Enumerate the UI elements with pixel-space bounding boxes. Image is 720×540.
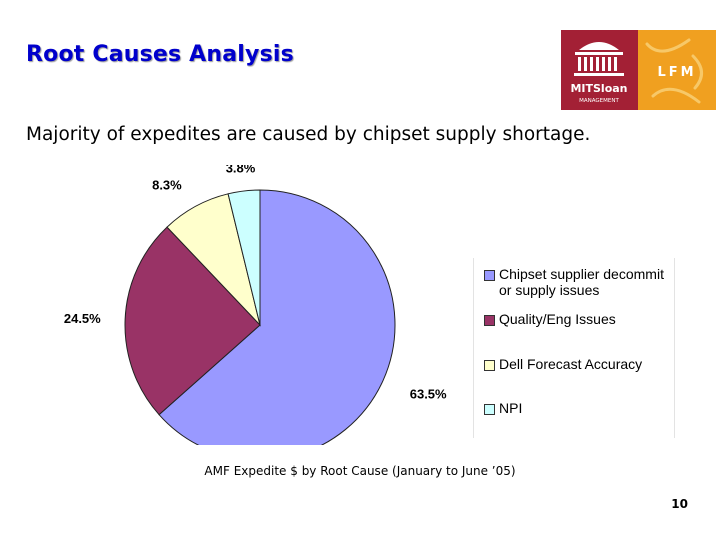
legend-swatch-dell-forecast: [484, 360, 495, 371]
legend-label-npi: NPI: [499, 400, 523, 416]
page-number: 10: [671, 497, 688, 511]
data-label-dell-forecast: 8.3%: [152, 177, 182, 192]
legend-label-chipset-line-2: or supply issues: [499, 282, 600, 298]
pie-slices: [124, 189, 396, 461]
data-label-chipset: 63.5%: [410, 387, 447, 402]
pie-slice-quality: [124, 226, 261, 416]
dome-icon: [574, 42, 624, 76]
chart-legend: Chipset supplier decommit or supply issu…: [473, 258, 675, 438]
logo-management-text: MANAGEMENT: [579, 98, 619, 104]
legend-item-quality: Quality/Eng Issues: [484, 311, 679, 327]
legend-item-dell-forecast: Dell Forecast Accuracy: [484, 356, 679, 372]
logo-mit-text: MITSloan: [570, 82, 627, 95]
pie-data-labels: 63.5% 24.5% 8.3% 3.8%: [64, 161, 447, 402]
logo-lfm-text: LFM: [657, 65, 696, 80]
legend-item-chipset: Chipset supplier decommit or supply issu…: [484, 266, 679, 298]
data-label-quality: 24.5%: [64, 311, 101, 326]
legend-swatch-chipset: [484, 270, 495, 281]
logo-orange-panel: [638, 30, 716, 110]
legend-label-quality: Quality/Eng Issues: [499, 311, 616, 327]
legend-label-dell-forecast: Dell Forecast Accuracy: [499, 356, 643, 372]
pie-chart: 63.5% 24.5% 8.3% 3.8%: [60, 161, 680, 461]
mit-sloan-lfm-logo: MITSloan MANAGEMENT LFM: [561, 30, 716, 110]
legend-swatch-quality: [484, 315, 495, 326]
legend-swatch-npi: [484, 404, 495, 415]
pie-slice-npi: [227, 189, 261, 326]
slide-title: Root Causes Analysis: [26, 42, 294, 67]
legend-item-npi: NPI: [484, 400, 679, 416]
chart-caption: AMF Expedite $ by Root Cause (January to…: [204, 464, 516, 478]
legend-label-chipset: Chipset supplier decommit or supply issu…: [499, 266, 679, 298]
data-label-npi: 3.8%: [226, 165, 256, 176]
swirl-icon: [645, 38, 703, 104]
slide-subtitle: Majority of expedites are caused by chip…: [26, 124, 591, 145]
legend-label-chipset-line-1: Chipset supplier decommit: [499, 266, 664, 282]
